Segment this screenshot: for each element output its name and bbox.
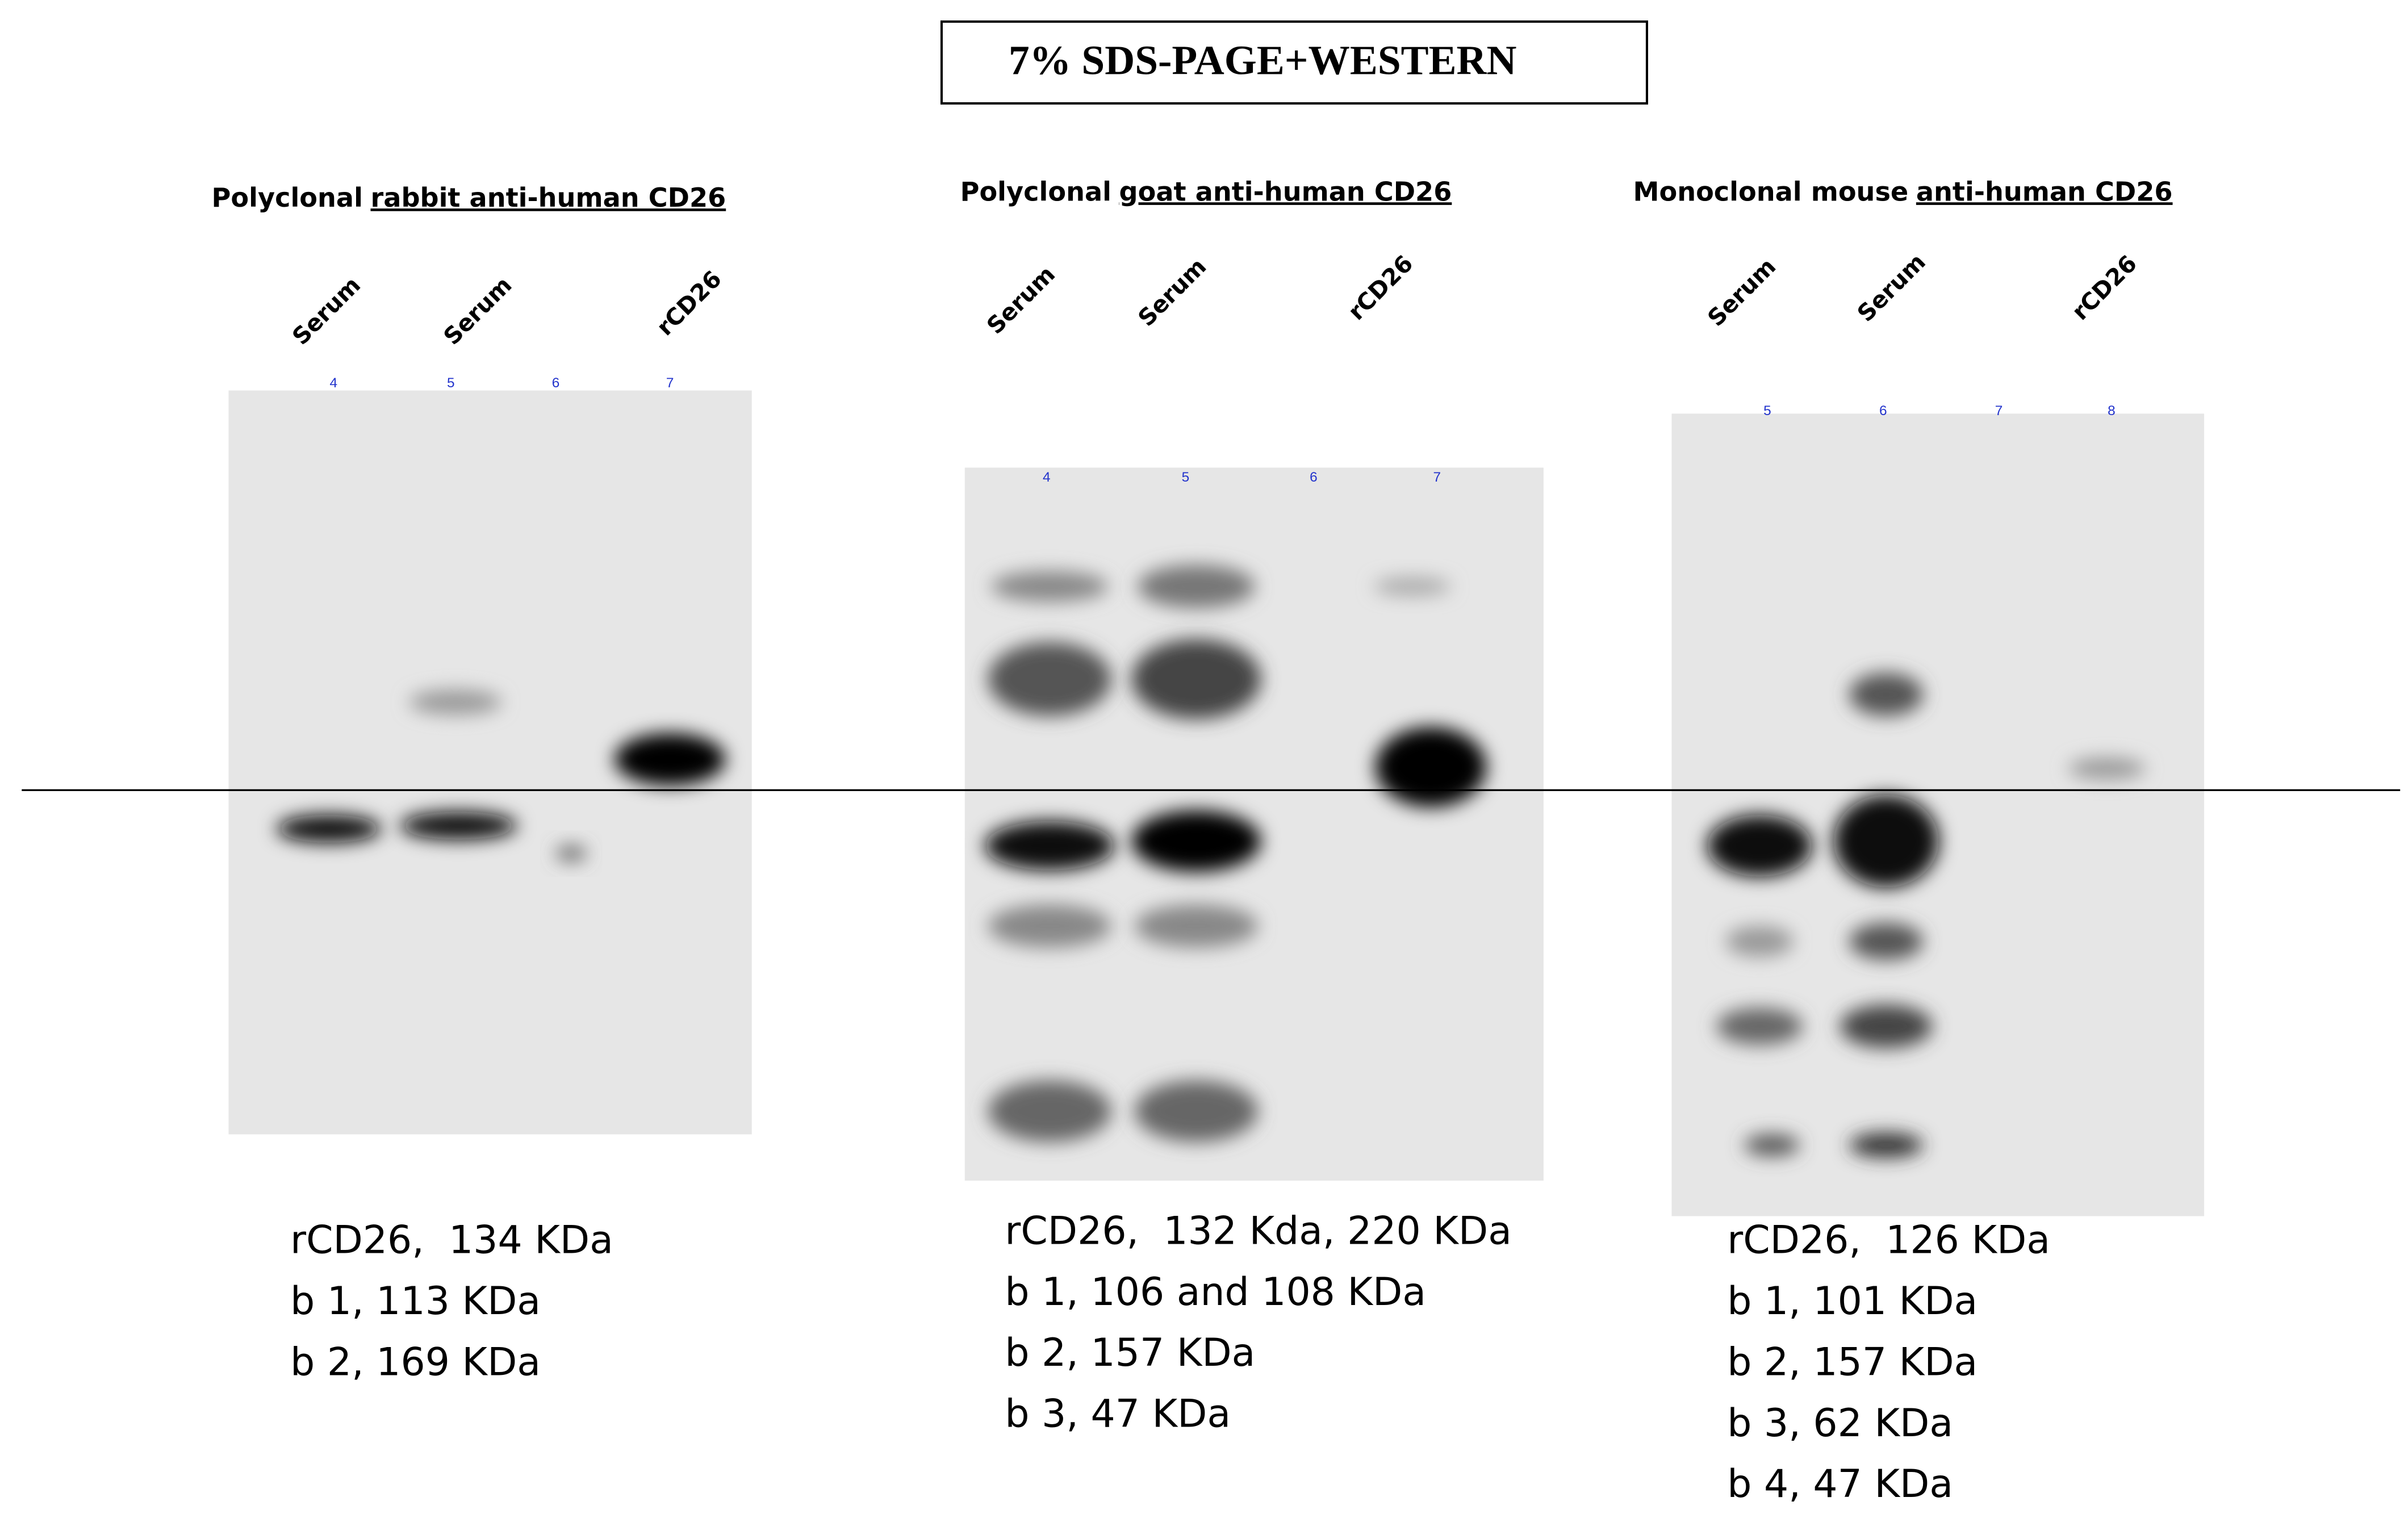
lane-label: Serum — [981, 261, 1060, 340]
band — [985, 821, 1115, 871]
lane-label: rCD26 — [2067, 250, 2142, 325]
lane-number: 8 — [2108, 403, 2116, 419]
band-note: rCD26, 134 KDa — [290, 1218, 613, 1263]
band — [1725, 926, 1794, 957]
heading-antibody: rabbit anti-human CD26 — [371, 182, 726, 213]
band-note: rCD26, 126 KDa — [1727, 1218, 2050, 1263]
band — [409, 689, 502, 715]
lane-number: 7 — [1433, 470, 1441, 485]
lane-label: rCD26 — [1343, 250, 1418, 325]
band — [1134, 1080, 1259, 1143]
band — [400, 812, 517, 840]
band — [1373, 577, 1451, 596]
band-note: b 2, 169 KDa — [290, 1340, 541, 1385]
lane-label: rCD26 — [651, 265, 727, 341]
lane-number: 4 — [1043, 470, 1051, 485]
lane-number: 5 — [447, 375, 455, 391]
lane-number: 7 — [1995, 403, 2003, 419]
band — [1138, 564, 1255, 608]
heading-prefix: Polyclonal — [212, 182, 363, 213]
band — [1134, 904, 1259, 948]
band — [1375, 727, 1487, 808]
band-note: b 1, 106 and 108 KDa — [1005, 1270, 1426, 1315]
lane-label: Serum — [1702, 253, 1781, 332]
heading-prefix: Monoclonal mouse — [1633, 176, 1909, 207]
band — [1849, 1132, 1924, 1158]
band — [1849, 672, 1924, 716]
band — [1849, 923, 1924, 960]
heading-antibody: anti-human CD26 — [1916, 176, 2173, 207]
band — [990, 571, 1109, 602]
band — [1707, 814, 1812, 877]
band — [1833, 794, 1939, 888]
title: 7% SDS-PAGE+WESTERN — [1009, 37, 1516, 83]
band — [988, 1080, 1111, 1143]
band — [276, 814, 382, 843]
band — [2068, 758, 2146, 780]
band — [988, 642, 1111, 716]
band-note: b 1, 101 KDa — [1727, 1279, 1978, 1324]
band — [1744, 1134, 1800, 1156]
lane-number: 5 — [1763, 403, 1771, 419]
band-note: b 2, 157 KDa — [1005, 1331, 1255, 1375]
lane-label: Serum — [1852, 248, 1931, 327]
lane-number: 4 — [329, 375, 337, 391]
panel-heading: Polyclonal goat anti-human CD26 — [960, 176, 1452, 207]
heading-prefix: Polyclonal — [960, 176, 1111, 207]
heading-antibody: goat anti-human CD26 — [1119, 176, 1452, 207]
lane-label: Serum — [1132, 253, 1211, 332]
band-note: b 4, 47 KDa — [1727, 1462, 1953, 1507]
title-box — [940, 20, 1648, 105]
lane-number: 5 — [1182, 470, 1190, 485]
lane-label: Serum — [287, 271, 366, 350]
band-note: rCD26, 132 Kda, 220 KDa — [1005, 1208, 1511, 1253]
blot — [1671, 413, 2205, 1216]
band-note: b 3, 47 KDa — [1005, 1391, 1231, 1436]
band — [1131, 639, 1261, 720]
lane-number: 6 — [1310, 470, 1318, 485]
band-note: b 2, 157 KDa — [1727, 1340, 1978, 1385]
band — [1131, 810, 1261, 872]
band — [1716, 1007, 1803, 1045]
band — [614, 733, 726, 786]
band — [555, 846, 587, 861]
band — [988, 904, 1111, 948]
band-note: b 3, 62 KDa — [1727, 1401, 1953, 1446]
panel-heading: Polyclonal rabbit anti-human CD26 — [212, 182, 726, 213]
lane-number: 6 — [1879, 403, 1887, 419]
band — [1840, 1005, 1933, 1048]
lane-label: Serum — [438, 271, 517, 350]
panel-heading: Monoclonal mouse anti-human CD26 — [1633, 176, 2173, 207]
lane-number: 7 — [666, 375, 674, 391]
lane-number: 6 — [552, 375, 560, 391]
band-note: b 1, 113 KDa — [290, 1279, 541, 1324]
